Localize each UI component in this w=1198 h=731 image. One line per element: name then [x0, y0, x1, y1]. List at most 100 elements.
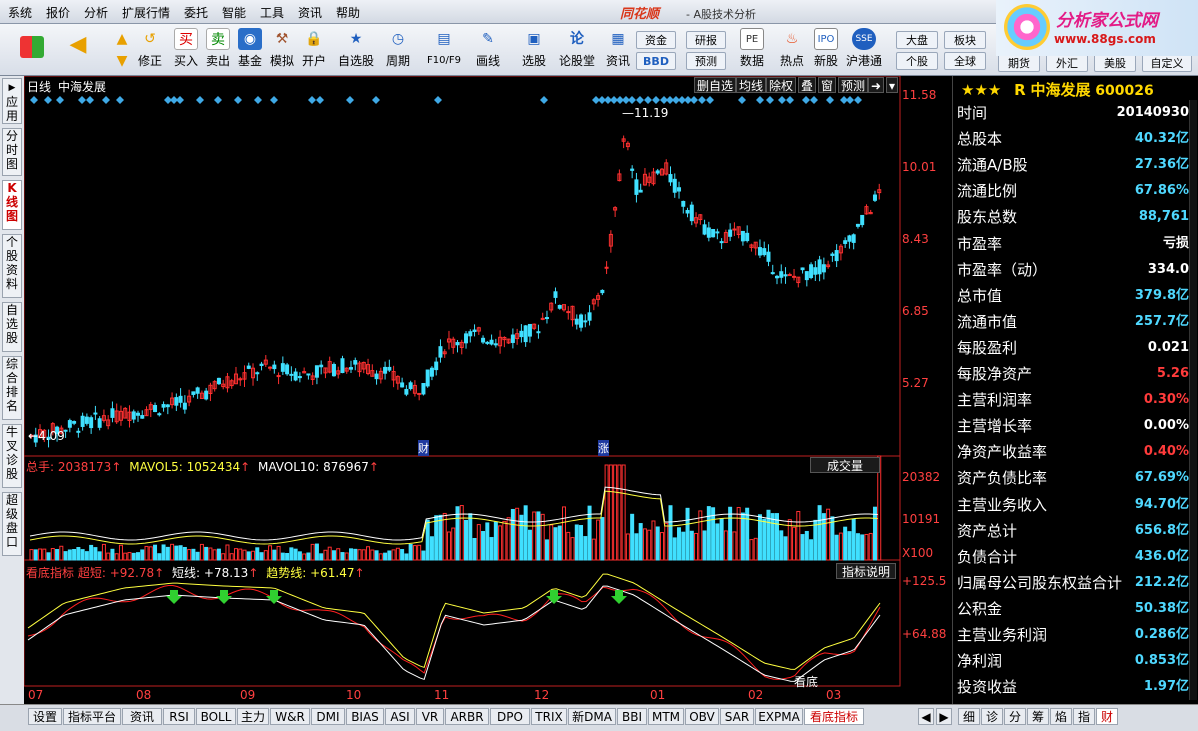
overlay-button[interactable]: 叠: [798, 77, 817, 93]
indicator-tab[interactable]: BIAS: [346, 708, 384, 725]
indicator-tab[interactable]: RSI: [163, 708, 195, 725]
index-button[interactable]: 大盘: [896, 31, 938, 49]
f10-button[interactable]: ▤ F10/F9: [422, 26, 466, 74]
indicator-tab[interactable]: MTM: [648, 708, 684, 725]
stock-picker-button[interactable]: ▣ 选股: [516, 26, 552, 74]
research-button[interactable]: 研报: [686, 31, 726, 49]
forecast-button[interactable]: 预测: [686, 52, 726, 70]
menu-smart[interactable]: 智能: [222, 6, 247, 20]
indicator-help-button[interactable]: 指标说明: [836, 563, 896, 579]
info-tab[interactable]: 分: [1004, 708, 1026, 725]
futures-button[interactable]: 期货: [998, 54, 1040, 72]
scroll-buttons[interactable]: ▲ ▼: [104, 26, 140, 74]
hk-connect-button[interactable]: SSE 沪港通: [842, 26, 886, 74]
watchlist-button[interactable]: ★ 自选股: [336, 26, 376, 74]
sector-button[interactable]: 板块: [944, 31, 986, 49]
indicator-tab[interactable]: 看底指标: [804, 708, 864, 725]
chevron-down-icon[interactable]: ▾: [886, 77, 899, 93]
info-tab[interactable]: 财: [1096, 708, 1118, 725]
menu-help[interactable]: 帮助: [336, 6, 361, 20]
left-tab-kline[interactable]: K线图: [2, 180, 22, 230]
left-tab-profile[interactable]: 个股资料: [2, 234, 22, 298]
menu-quote[interactable]: 报价: [46, 6, 71, 20]
menu-info[interactable]: 资讯: [298, 6, 323, 20]
forex-button[interactable]: 外汇: [1046, 54, 1088, 72]
indicator-tab[interactable]: TRIX: [531, 708, 567, 725]
fund-flow-button[interactable]: 资金: [636, 31, 676, 49]
indicator-tab[interactable]: W&R: [270, 708, 310, 725]
window-button[interactable]: 窗: [818, 77, 837, 93]
data-button[interactable]: PE 数据: [734, 26, 770, 74]
draw-line-button[interactable]: ✎ 画线: [470, 26, 506, 74]
hotspot-button[interactable]: ♨ 热点: [774, 26, 810, 74]
bbd-button[interactable]: BBD: [636, 52, 676, 70]
indicator-tab[interactable]: DPO: [490, 708, 530, 725]
menu-system[interactable]: 系统: [8, 6, 33, 20]
left-tab-timeline[interactable]: 分时图: [2, 128, 22, 176]
indicator-tab[interactable]: OBV: [685, 708, 719, 725]
indicator-tab[interactable]: 新DMA: [568, 708, 616, 725]
stock-button[interactable]: 个股: [896, 52, 938, 70]
menu-analysis[interactable]: 分析: [84, 6, 109, 20]
forum-button[interactable]: 论 论股堂: [556, 26, 598, 74]
indicator-tab[interactable]: DMI: [311, 708, 345, 725]
ipo-button[interactable]: IPO 新股: [808, 26, 844, 74]
left-tab-ranking[interactable]: 综合排名: [2, 356, 22, 420]
left-tab-orderbook[interactable]: 超级盘口: [2, 492, 22, 556]
kline-chart-area[interactable]: 日线 中海发展 删自选 均线 除权 叠 窗 预测 ➜ ▾ 11.58 10.01…: [24, 76, 952, 704]
news-button[interactable]: ▦ 资讯: [600, 26, 636, 74]
tab-next-icon[interactable]: ▶: [936, 708, 952, 725]
buy-button[interactable]: 买 买入: [168, 26, 204, 74]
indicator-tab[interactable]: ASI: [385, 708, 415, 725]
period-button[interactable]: ◷ 周期: [380, 26, 416, 74]
indicator-tab[interactable]: SAR: [720, 708, 754, 725]
info-tab[interactable]: 细: [958, 708, 980, 725]
revise-button[interactable]: ↺ 修正: [132, 26, 168, 74]
indicator-tab[interactable]: BBI: [617, 708, 647, 725]
layout-button[interactable]: [14, 26, 50, 74]
us-stocks-button[interactable]: 美股: [1094, 54, 1136, 72]
volume-button[interactable]: 成交量: [810, 457, 880, 473]
menu-trade[interactable]: 委托: [184, 6, 209, 20]
indicator-tab[interactable]: 主力: [237, 708, 269, 725]
indicator-tab[interactable]: 设置: [28, 708, 62, 725]
indicator-tab[interactable]: BOLL: [196, 708, 236, 725]
remove-watchlist-button[interactable]: 删自选: [694, 77, 737, 93]
global-button[interactable]: 全球: [944, 52, 986, 70]
menu-tools[interactable]: 工具: [260, 6, 285, 20]
signal-diamond: [644, 96, 652, 104]
candle-body: [357, 362, 362, 373]
left-tab-diagnosis[interactable]: 牛叉诊股: [2, 424, 22, 488]
chart-canvas[interactable]: [24, 76, 952, 704]
sell-button[interactable]: 卖 卖出: [200, 26, 236, 74]
candle-body: [519, 330, 524, 338]
info-tab[interactable]: 指: [1073, 708, 1095, 725]
volume-bar: [664, 522, 669, 561]
back-button[interactable]: ◀: [60, 26, 96, 74]
volume-bar: [80, 549, 85, 561]
indicator-tab[interactable]: EXPMA: [755, 708, 803, 725]
left-tab-apps[interactable]: ▶ 应用: [2, 78, 22, 124]
predict-button[interactable]: 预测: [838, 77, 869, 93]
menu-extended[interactable]: 扩展行情: [122, 6, 171, 20]
scrollbar[interactable]: [1189, 100, 1197, 700]
indicator-tab[interactable]: VR: [416, 708, 444, 725]
open-account-button[interactable]: 🔒 开户: [296, 26, 332, 74]
simulate-button[interactable]: ⚒ 模拟: [264, 26, 300, 74]
exit-icon[interactable]: ➜: [868, 77, 885, 93]
limit-up-marker[interactable]: 涨: [598, 440, 609, 456]
tab-prev-icon[interactable]: ◀: [918, 708, 934, 725]
custom-button[interactable]: 自定义: [1142, 54, 1192, 72]
finance-marker[interactable]: 财: [418, 440, 429, 456]
indicator-tab[interactable]: 资讯: [122, 708, 162, 725]
indicator-tab[interactable]: ARBR: [445, 708, 489, 725]
ex-rights-button[interactable]: 除权: [766, 77, 797, 93]
info-tab[interactable]: 焰: [1050, 708, 1072, 725]
fund-button[interactable]: ◉ 基金: [232, 26, 268, 74]
indicator-tab[interactable]: 指标平台: [63, 708, 121, 725]
left-tab-watchlist[interactable]: 自选股: [2, 302, 22, 352]
volume-bar: [732, 531, 737, 561]
info-tab[interactable]: 诊: [981, 708, 1003, 725]
info-tab[interactable]: 筹: [1027, 708, 1049, 725]
ma-button[interactable]: 均线: [736, 77, 767, 93]
